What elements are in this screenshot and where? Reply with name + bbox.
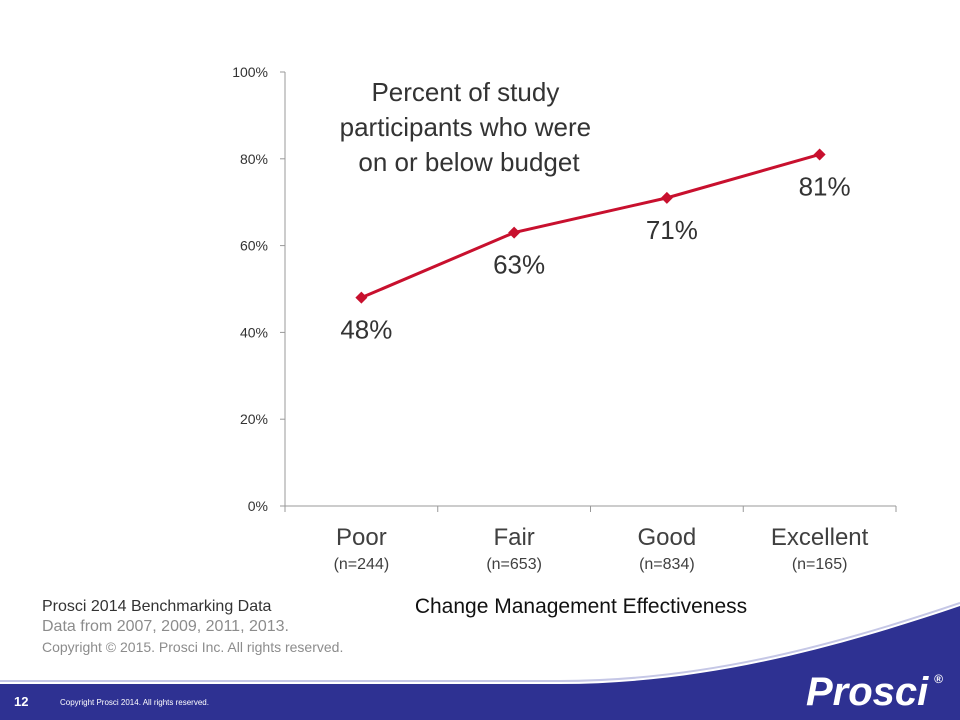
x-category-label: Poor xyxy=(336,524,387,551)
data-point-marker xyxy=(660,191,673,204)
y-tick-label: 0% xyxy=(248,498,268,514)
chart-title-line-3: on or below budget xyxy=(358,147,580,177)
data-label: 63% xyxy=(493,250,545,280)
source-title: Prosci 2014 Benchmarking Data xyxy=(42,598,272,615)
x-axis-title: Change Management Effectiveness xyxy=(415,595,747,618)
y-tick-label: 100% xyxy=(232,64,268,80)
data-label: 48% xyxy=(340,315,392,345)
y-tick-label: 60% xyxy=(240,238,268,254)
x-category-sample-size: (n=165) xyxy=(792,556,848,573)
brand-registered-mark: ® xyxy=(934,672,943,686)
data-point-marker xyxy=(355,291,368,304)
x-category-label: Good xyxy=(638,524,697,551)
x-category-sample-size: (n=244) xyxy=(334,556,390,573)
data-label: 81% xyxy=(799,171,851,201)
footer-band-highlight xyxy=(0,602,960,682)
prosci-logo: Prosci ® xyxy=(806,670,943,714)
y-tick-label: 20% xyxy=(240,411,268,427)
x-category-sample-size: (n=653) xyxy=(486,556,542,573)
page-number: 12 xyxy=(14,694,29,709)
data-point-marker xyxy=(813,148,826,161)
footer-band xyxy=(0,606,960,720)
chart-title-line-2: participants who were xyxy=(340,112,591,142)
source-copyright: Copyright © 2015. Prosci Inc. All rights… xyxy=(42,639,344,655)
x-category-label: Excellent xyxy=(771,524,869,551)
series-line xyxy=(360,153,821,300)
footer-copyright: Copyright Prosci 2014. All rights reserv… xyxy=(60,698,209,707)
x-category-sample-size: (n=834) xyxy=(639,556,695,573)
source-years: Data from 2007, 2009, 2011, 2013. xyxy=(42,618,289,635)
y-tick-label: 40% xyxy=(240,324,268,340)
data-point-marker xyxy=(508,226,521,239)
brand-name: Prosci xyxy=(806,670,929,714)
y-tick-label: 80% xyxy=(240,151,268,167)
source-note: Prosci 2014 Benchmarking Data Data from … xyxy=(42,597,343,657)
x-category-label: Fair xyxy=(493,524,534,551)
chart-title: Percent of study participants who were o… xyxy=(340,77,599,177)
chart-title-line-1: Percent of study xyxy=(371,77,559,107)
data-label: 71% xyxy=(646,215,698,245)
